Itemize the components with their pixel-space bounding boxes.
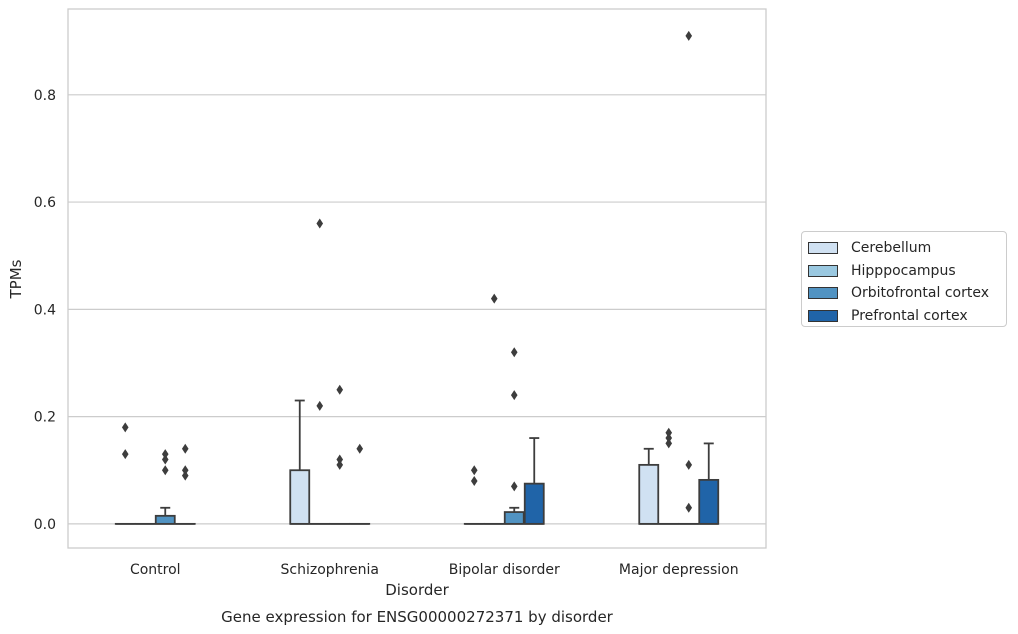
y-axis-ticks: 0.0 0.2 0.4 0.6 0.8 [34, 88, 56, 533]
box-cerebellum [638, 447, 660, 525]
y-tick-label: 0.8 [34, 88, 56, 104]
chart-legend: Cerebellum Hipppocampus Orbitofrontal cort… [801, 231, 1007, 327]
x-tick-label: Major depression [619, 562, 739, 578]
box-cerebellum [114, 422, 136, 525]
plot-area-frame [67, 8, 767, 549]
box-prefrontal-cortex [349, 443, 371, 525]
x-tick-label: Bipolar disorder [449, 562, 560, 578]
outlier-point [161, 454, 169, 465]
outlier-point [181, 443, 189, 454]
box-prefrontal-cortex [523, 437, 545, 525]
outlier-point [470, 475, 478, 486]
gridlines [68, 94, 766, 525]
box-body [289, 469, 311, 525]
outlier-point [121, 422, 129, 433]
box-cerebellum [463, 465, 485, 525]
outlier-point [316, 218, 324, 229]
outlier-point [181, 465, 189, 476]
box-hipppocampus [658, 427, 680, 525]
y-tick-label: 0.2 [34, 410, 56, 426]
box-body [638, 463, 660, 525]
outlier-point [161, 449, 169, 460]
outlier-point [336, 384, 344, 395]
x-axis-title: Disorder [385, 581, 449, 599]
box-body [154, 514, 176, 525]
x-tick-label: Schizophrenia [281, 562, 379, 578]
box-series [114, 30, 720, 525]
outlier-point [181, 470, 189, 481]
outlier-point [510, 347, 518, 358]
box-cerebellum [289, 399, 311, 525]
outlier-point [316, 400, 324, 411]
legend-swatch [808, 242, 838, 255]
outlier-point [665, 427, 673, 438]
chart-caption: Gene expression for ENSG00000272371 by d… [221, 608, 614, 626]
legend-label: Orbitofrontal cortex [851, 285, 989, 302]
outlier-point [685, 459, 693, 470]
legend-swatch [808, 287, 838, 300]
outlier-point [665, 438, 673, 449]
outlier-point [510, 390, 518, 401]
outlier-point [121, 449, 129, 460]
box-body [698, 478, 720, 525]
legend-label: Prefrontal cortex [851, 307, 968, 324]
legend-item: Hipppocampus [808, 260, 1006, 283]
box-body [503, 511, 525, 525]
legend-swatch [808, 309, 838, 322]
box-orbitofrontal-cortex [678, 30, 700, 525]
legend-item: Prefrontal cortex [808, 305, 1006, 328]
outlier-point [685, 502, 693, 513]
outlier-point [470, 465, 478, 476]
legend-label: Cerebellum [851, 240, 932, 257]
outlier-point [356, 443, 364, 454]
legend-item: Cerebellum [808, 237, 1006, 260]
outlier-point [336, 454, 344, 465]
x-tick-label: Control [130, 562, 181, 578]
outlier-point [336, 459, 344, 470]
outlier-point [665, 433, 673, 444]
legend-item: Orbitofrontal cortex [808, 282, 1006, 305]
y-tick-label: 0.0 [34, 517, 56, 533]
y-axis-title: TPMs [7, 259, 25, 299]
box-prefrontal-cortex [698, 442, 720, 525]
box-prefrontal-cortex [174, 443, 196, 525]
box-orbitofrontal-cortex [503, 347, 525, 525]
box-hipppocampus [309, 218, 331, 525]
y-tick-label: 0.4 [34, 302, 56, 318]
outlier-point [685, 30, 693, 41]
outlier-point [490, 293, 498, 304]
box-hipppocampus [483, 293, 505, 525]
box-orbitofrontal-cortex [154, 449, 176, 525]
y-tick-label: 0.6 [34, 195, 56, 211]
outlier-point [510, 481, 518, 492]
outlier-point [161, 465, 169, 476]
legend-label: Hipppocampus [851, 262, 956, 279]
legend-swatch [808, 264, 838, 277]
box-body [523, 482, 545, 525]
x-axis-ticks: Control Schizophrenia Bipolar disorder Majo… [130, 562, 739, 578]
box-orbitofrontal-cortex [329, 384, 351, 525]
